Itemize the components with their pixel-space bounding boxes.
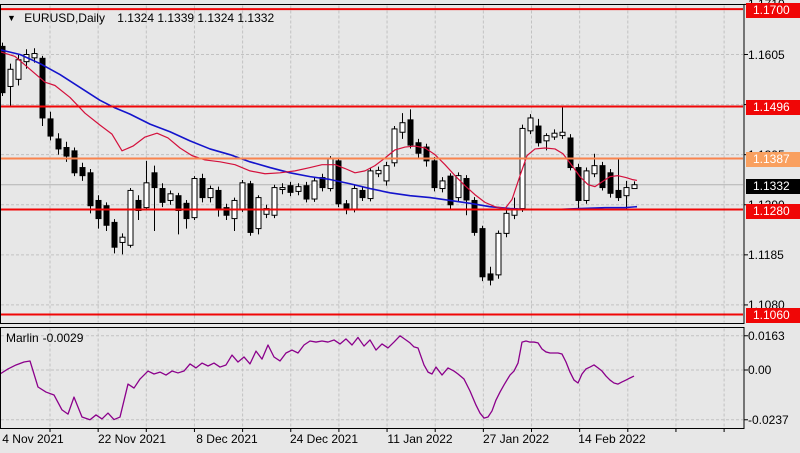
indicator-label: Marlin -0.0029: [6, 331, 83, 345]
symbol-dropdown-icon[interactable]: ▼: [7, 13, 16, 23]
candlestick-series: [0, 42, 638, 286]
horizontal-level-lines[interactable]: [1, 8, 743, 316]
indicator-value: -0.0029: [42, 331, 84, 345]
marlin-line: [0, 335, 635, 421]
ohlc-readout: 1.1324 1.1339 1.1324 1.1332: [117, 11, 275, 25]
chart-title: ▼ EURUSD,Daily 1.1324 1.1339 1.1324 1.13…: [7, 11, 274, 25]
grid-lines: [1, 5, 743, 428]
ma-fast-red: [0, 51, 638, 210]
symbol-period-label: EURUSD,Daily: [24, 11, 105, 25]
indicator-name: Marlin: [6, 331, 39, 345]
panel-frames: [0, 3, 748, 432]
